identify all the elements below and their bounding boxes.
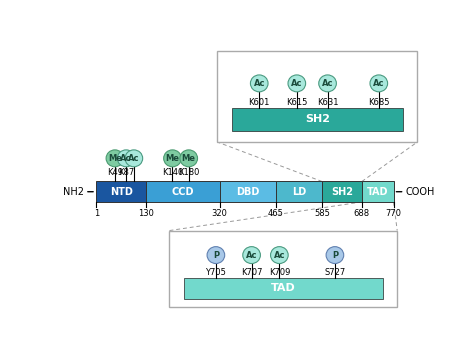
Text: Ac: Ac (254, 79, 265, 88)
Text: K709: K709 (269, 268, 290, 278)
Text: 688: 688 (354, 209, 370, 218)
Text: Me: Me (182, 154, 196, 163)
Ellipse shape (207, 247, 225, 263)
Text: Ac: Ac (128, 154, 140, 163)
Text: COOH: COOH (406, 187, 435, 197)
Text: NH2: NH2 (63, 187, 84, 197)
Text: S727: S727 (324, 268, 346, 278)
Text: CCD: CCD (172, 187, 194, 197)
Bar (362, 182, 393, 202)
Text: K615: K615 (286, 98, 308, 107)
Text: TAD: TAD (367, 187, 389, 197)
Ellipse shape (288, 75, 306, 92)
Text: 1: 1 (94, 209, 99, 218)
Text: K140: K140 (162, 167, 183, 177)
Text: Ac: Ac (120, 154, 132, 163)
Text: TAD: TAD (271, 284, 296, 293)
Text: K631: K631 (317, 98, 338, 107)
Ellipse shape (319, 75, 337, 92)
Text: P: P (213, 251, 219, 259)
Text: P: P (332, 251, 338, 259)
Ellipse shape (326, 247, 344, 263)
Ellipse shape (125, 150, 143, 167)
Text: Me: Me (165, 154, 180, 163)
Ellipse shape (370, 75, 388, 92)
Bar (219, 182, 276, 202)
Text: K685: K685 (368, 98, 390, 107)
Text: 465: 465 (268, 209, 283, 218)
Ellipse shape (117, 150, 135, 167)
Ellipse shape (243, 247, 260, 263)
Text: Me: Me (108, 154, 122, 163)
Text: Ac: Ac (373, 79, 384, 88)
Text: 320: 320 (212, 209, 228, 218)
FancyBboxPatch shape (169, 230, 397, 307)
Text: NTD: NTD (110, 187, 133, 197)
Text: 585: 585 (314, 209, 330, 218)
Ellipse shape (271, 247, 288, 263)
FancyBboxPatch shape (217, 51, 418, 142)
Text: K707: K707 (241, 268, 262, 278)
Ellipse shape (164, 150, 182, 167)
Text: SH2: SH2 (331, 187, 353, 197)
Text: Ac: Ac (273, 251, 285, 259)
Text: Ac: Ac (291, 79, 302, 88)
Text: 130: 130 (138, 209, 154, 218)
Ellipse shape (106, 150, 124, 167)
Bar (232, 108, 403, 131)
Text: LD: LD (292, 187, 306, 197)
Bar (146, 182, 219, 202)
Ellipse shape (250, 75, 268, 92)
Text: 770: 770 (385, 209, 401, 218)
Bar (322, 182, 362, 202)
Text: K87: K87 (118, 167, 134, 177)
Text: K601: K601 (248, 98, 270, 107)
Text: DBD: DBD (236, 187, 259, 197)
Text: Ac: Ac (246, 251, 257, 259)
Bar (96, 182, 146, 202)
Ellipse shape (180, 150, 198, 167)
Text: SH2: SH2 (305, 114, 330, 125)
Text: Ac: Ac (322, 79, 333, 88)
Bar (276, 182, 322, 202)
Text: Y705: Y705 (205, 268, 226, 278)
Text: K49: K49 (107, 167, 123, 177)
Text: K180: K180 (178, 167, 200, 177)
Bar (184, 278, 383, 299)
